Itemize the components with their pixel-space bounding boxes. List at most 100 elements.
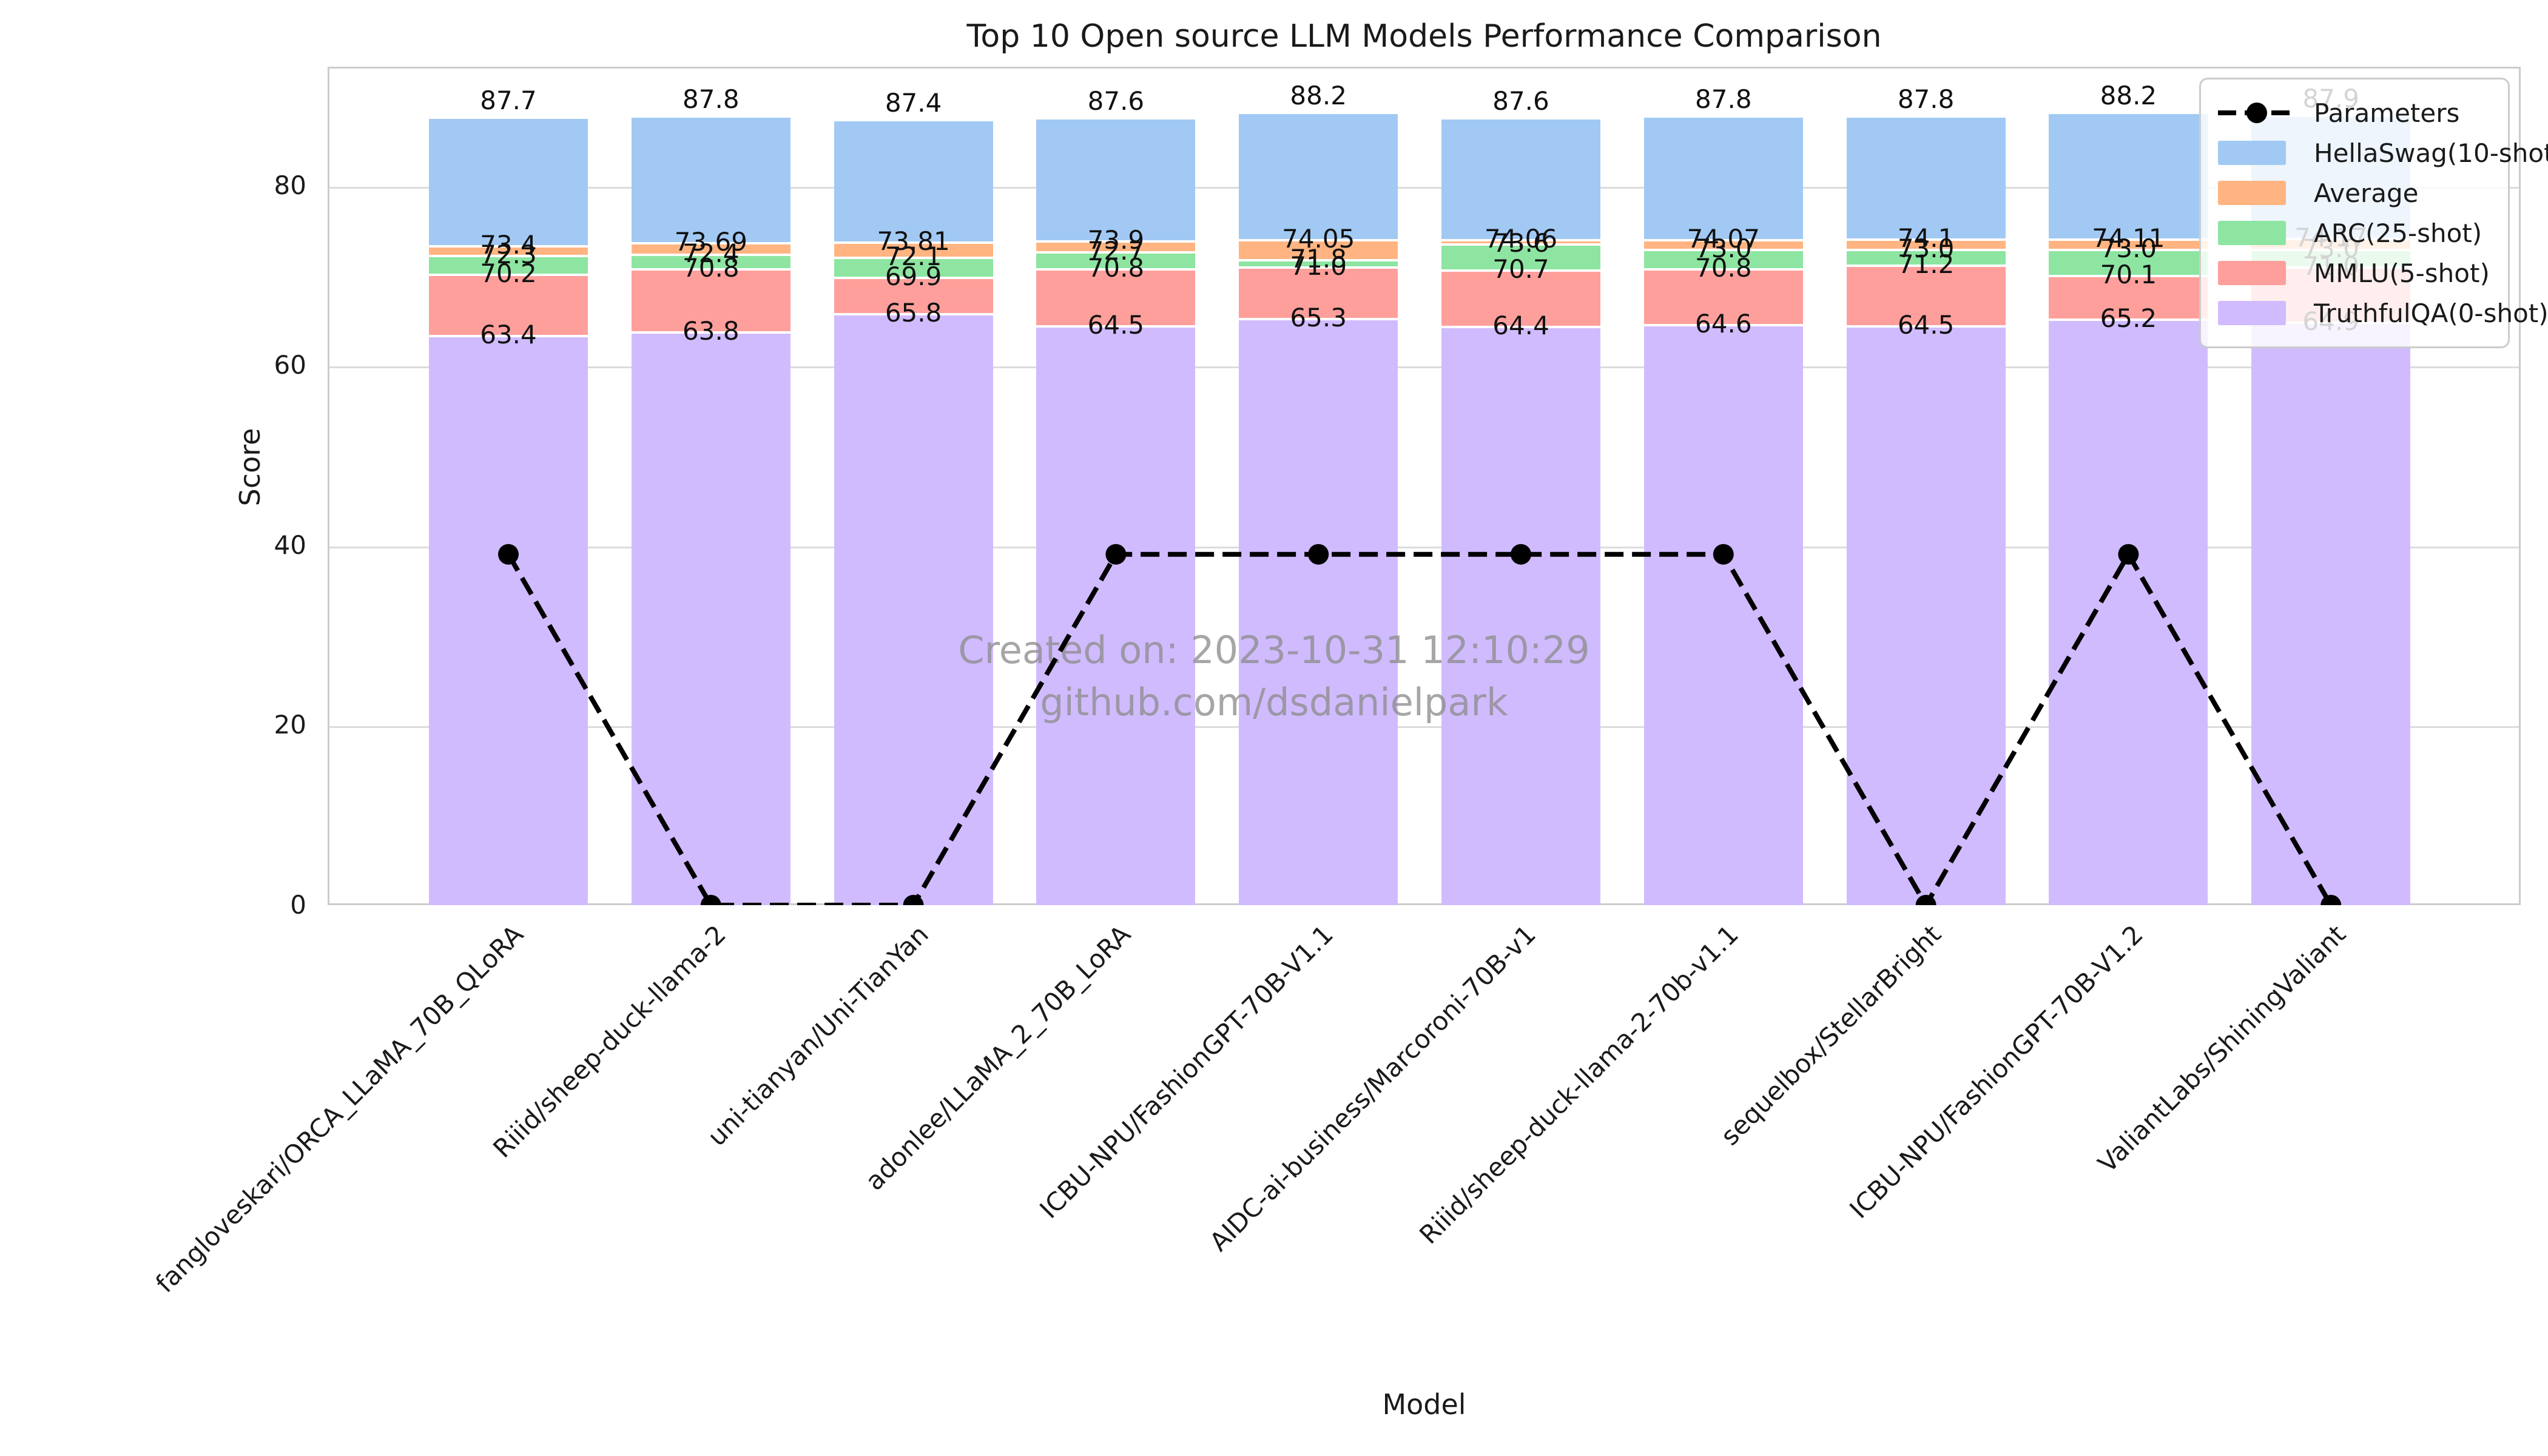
gridline-y-60: [329, 366, 2519, 369]
legend-label-average: Average: [2314, 178, 2419, 208]
bar-TruthfulQA(0-shot)-ValiantLabs/ShiningValiant: [2251, 321, 2411, 905]
bar-value-label: 74.1: [1897, 223, 1955, 254]
bar-TruthfulQA(0-shot)-Riiid/sheep-duck-llama-2: [631, 331, 790, 905]
legend-label-parameters: Parameters: [2314, 98, 2460, 128]
parameters-marker-4: [1308, 544, 1329, 565]
bar-value-label: 73.69: [674, 227, 747, 257]
bar-TruthfulQA(0-shot)-uni-tianyan/Uni-TianYan: [834, 313, 993, 905]
chart-title: Top 10 Open source LLM Models Performanc…: [966, 18, 1882, 55]
bar-value-label: 72.4: [682, 238, 740, 269]
x-tick-label-0: fangloveskari/ORCA_LLaMA_70B_QLoRA: [150, 919, 529, 1299]
bar-TruthfulQA(0-shot)-adonlee/LLaMA_2_70B_LoRA: [1036, 325, 1196, 905]
y-tick-label-80: 80: [274, 170, 306, 200]
legend-item-arc-25-shot-: ARC(25-shot): [2218, 213, 2491, 253]
bar-value-label: 70.8: [1695, 253, 1752, 283]
legend-sample-average: [2218, 181, 2296, 205]
legend-label-arc-25-shot-: ARC(25-shot): [2314, 218, 2482, 248]
y-tick-label-0: 0: [290, 890, 306, 920]
bar-value-label: 73.6: [1492, 228, 1549, 258]
legend-item-average: Average: [2218, 173, 2491, 213]
parameters-polyline: [506, 549, 2333, 905]
watermark-line-2: github.com/dsdanielpark: [1040, 680, 1508, 724]
legend-sample-hellaswag-10-shot-: [2218, 141, 2296, 165]
x-tick-label-3: adonlee/LLaMA_2_70B_LoRA: [860, 919, 1137, 1196]
bar-value-label: 87.8: [682, 84, 740, 115]
bar-value-label: 72.7: [1087, 235, 1145, 266]
bar-value-label: 64.5: [1087, 309, 1145, 340]
legend-label-truthfulqa-0-shot-: TruthfulQA(0-shot): [2314, 298, 2548, 328]
y-tick-label-40: 40: [274, 530, 306, 560]
bar-value-label: 87.6: [1492, 86, 1549, 116]
bar-value-label: 71.8: [1290, 244, 1347, 274]
bar-value-label: 64.6: [1695, 309, 1752, 339]
bar-value-label: 73.4: [480, 229, 537, 260]
legend-item-mmlu-5-shot-: MMLU(5-shot): [2218, 253, 2491, 293]
parameters-marker-1: [700, 895, 721, 905]
legend-sample-truthfulqa-0-shot-: [2218, 301, 2296, 325]
x-axis-label: Model: [1382, 1388, 1466, 1421]
legend-label-hellaswag-10-shot-: HellaSwag(10-shot): [2314, 138, 2548, 168]
bar-value-label: 74.07: [1687, 223, 1760, 254]
bar-TruthfulQA(0-shot)-Riiid/sheep-duck-llama-2-70b-v1.1: [1643, 324, 1803, 905]
x-tick-label-2: uni-tianyan/Uni-TianYan: [701, 919, 934, 1152]
bar-value-label: 65.3: [1290, 302, 1347, 332]
legend-sample-arc-25-shot-: [2218, 221, 2296, 245]
parameters-marker-5: [1511, 544, 1531, 565]
bar-value-label: 73.81: [877, 226, 950, 256]
bar-value-label: 63.8: [682, 315, 740, 346]
bar-value-label: 64.5: [1897, 309, 1955, 340]
legend-sample-parameters: [2218, 101, 2296, 125]
bar-value-label: 71.0: [1290, 251, 1347, 281]
x-tick-label-7: sequelbox/StellarBright: [1714, 919, 1947, 1151]
bar-value-label: 74.11: [2092, 223, 2165, 254]
bar-TruthfulQA(0-shot)-AIDC-ai-business/Marcoroni-70B-v1: [1441, 326, 1600, 905]
bar-value-label: 74.05: [1282, 223, 1355, 254]
parameters-marker-3: [1105, 544, 1127, 565]
bar-value-label: 87.8: [1695, 84, 1752, 115]
bar-value-label: 87.4: [885, 88, 942, 118]
legend-item-hellaswag-10-shot-: HellaSwag(10-shot): [2218, 133, 2548, 173]
bar-value-label: 72.3: [480, 239, 537, 269]
bar-value-label: 88.2: [1290, 81, 1347, 111]
bar-value-label: 69.9: [885, 261, 942, 291]
bar-value-label: 73.0: [2100, 233, 2157, 263]
bar-value-label: 65.2: [2100, 303, 2157, 334]
gridline-y-80: [329, 186, 2519, 189]
bar-value-label: 70.7: [1492, 254, 1549, 284]
bar-value-label: 64.4: [1492, 311, 1549, 341]
y-tick-label-20: 20: [274, 710, 306, 740]
bar-value-label: 88.2: [2100, 81, 2157, 111]
parameters-marker-7: [1915, 895, 1936, 905]
x-tick-label-9: ValiantLabs/ShiningValiant: [2092, 919, 2352, 1179]
bar-value-label: 72.1: [885, 241, 942, 271]
bar-value-label: 71.2: [1897, 249, 1955, 280]
parameters-marker-8: [2118, 544, 2139, 565]
parameters-marker-2: [903, 895, 924, 905]
x-tick-label-8: ICBU-NPU/FashionGPT-70B-V1.2: [1844, 919, 2149, 1224]
legend: Parameters HellaSwag(10-shot) Average ARC(2…: [2199, 78, 2548, 348]
bar-value-label: 87.6: [1087, 86, 1145, 116]
parameters-marker-0: [498, 544, 519, 565]
legend-item-parameters: Parameters: [2218, 93, 2491, 133]
bar-TruthfulQA(0-shot)-ICBU-NPU/FashionGPT-70B-V1.2: [2049, 318, 2208, 905]
bar-TruthfulQA(0-shot)-ICBU-NPU/FashionGPT-70B-V1.1: [1239, 317, 1398, 905]
bar-value-label: 87.8: [1897, 84, 1955, 115]
bar-value-label: 65.8: [885, 298, 942, 328]
parameters-marker-9: [2320, 895, 2342, 905]
legend-item-truthfulqa-0-shot-: TruthfulQA(0-shot): [2218, 293, 2548, 333]
bar-value-label: 70.2: [480, 258, 537, 289]
legend-sample-mmlu-5-shot-: [2218, 261, 2296, 285]
bar-value-label: 63.4: [480, 319, 537, 349]
bar-value-label: 87.7: [480, 85, 537, 115]
parameters-marker-6: [1713, 544, 1734, 565]
bar-value-label: 70.8: [682, 253, 740, 283]
gridline-y-20: [329, 726, 2519, 729]
bar-TruthfulQA(0-shot)-sequelbox/StellarBright: [1846, 325, 2006, 905]
bar-value-label: 70.1: [2100, 259, 2157, 289]
parameters-line: [498, 544, 2342, 905]
legend-label-mmlu-5-shot-: MMLU(5-shot): [2314, 258, 2490, 288]
x-tick-label-4: ICBU-NPU/FashionGPT-70B-V1.1: [1034, 919, 1340, 1224]
y-tick-label-60: 60: [274, 350, 306, 380]
y-axis-label: Score: [234, 428, 266, 507]
